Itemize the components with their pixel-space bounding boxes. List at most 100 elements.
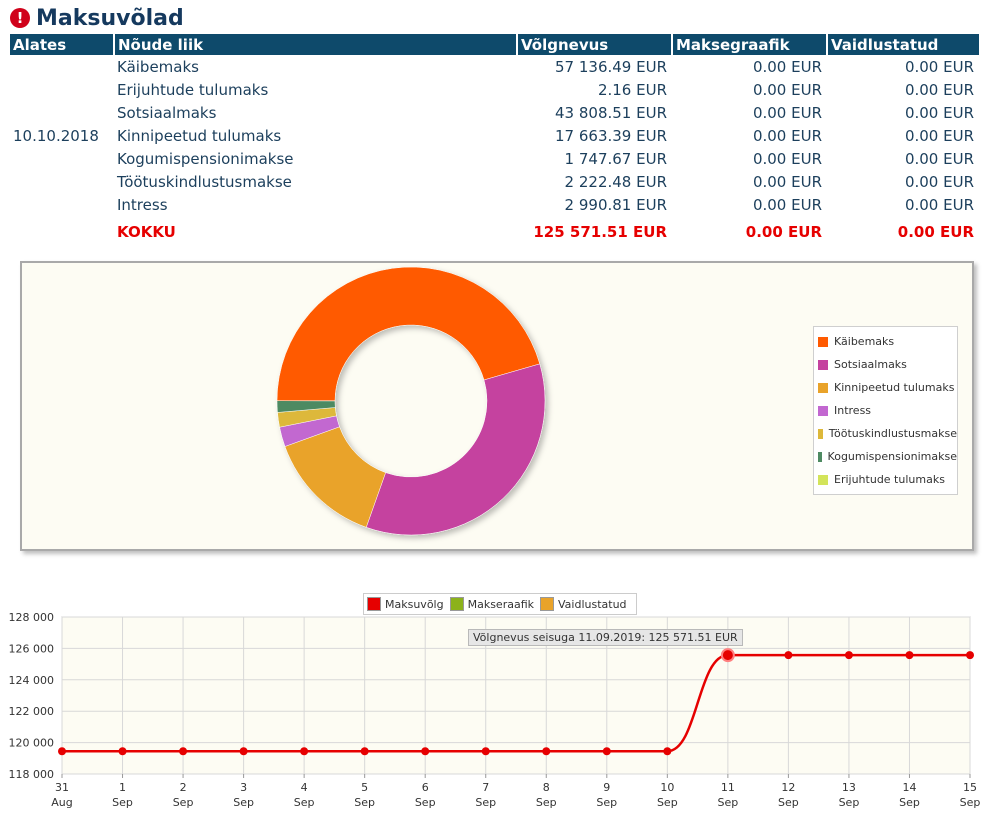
- x-tick-label: 5: [361, 781, 368, 794]
- data-point[interactable]: [542, 747, 551, 756]
- line-legend-item[interactable]: Vaidlustatud: [540, 597, 627, 611]
- x-tick-label: 31: [55, 781, 69, 794]
- schedule-value: 0.00 EUR: [752, 172, 822, 191]
- x-tick-month-label: Sep: [657, 796, 678, 809]
- line-legend-item[interactable]: Makseraafik: [449, 597, 534, 611]
- debt-value: 43 808.51 EUR: [555, 103, 667, 122]
- x-tick-label: 3: [240, 781, 247, 794]
- donut-slice[interactable]: [284, 426, 386, 528]
- line-chart-legend: Maksuvõlg Makseraafik Vaidlustatud: [363, 593, 637, 615]
- data-point[interactable]: [360, 747, 369, 756]
- y-tick-label: 124 000: [9, 674, 55, 687]
- y-tick-label: 118 000: [9, 768, 55, 781]
- legend-label: Kogumispensionimakse: [827, 450, 957, 463]
- donut-legend-item[interactable]: Kinnipeetud tulumaks: [814, 376, 957, 399]
- x-tick-label: 10: [660, 781, 674, 794]
- debt-value: 57 136.49 EUR: [555, 57, 667, 76]
- donut-slice[interactable]: [365, 363, 546, 536]
- x-tick-label: 13: [842, 781, 856, 794]
- x-tick-month-label: Aug: [51, 796, 72, 809]
- donut-legend-item[interactable]: Kogumispensionimakse: [814, 445, 957, 468]
- x-tick-month-label: Sep: [717, 796, 738, 809]
- x-tick-label: 14: [902, 781, 916, 794]
- x-tick-label: 8: [543, 781, 550, 794]
- donut-chart-panel: Käibemaks Sotsiaalmaks Kinnipeetud tulumak…: [20, 261, 974, 551]
- schedule-value: 0.00 EUR: [752, 57, 822, 76]
- header-payment-schedule: Maksegraafik: [672, 34, 828, 55]
- data-point[interactable]: [481, 747, 490, 756]
- schedule-value: 0.00 EUR: [752, 149, 822, 168]
- data-point[interactable]: [118, 747, 127, 756]
- donut-legend-item[interactable]: Töötuskindlustusmakse: [814, 422, 957, 445]
- debt-value: 2 222.48 EUR: [564, 172, 667, 191]
- disputed-value: 0.00 EUR: [904, 103, 974, 122]
- x-tick-month-label: Sep: [354, 796, 375, 809]
- legend-label: Makseraafik: [467, 597, 534, 611]
- debts-table: Alates Nõude liik Võlgnevus Maksegraafik…: [10, 34, 979, 248]
- table-row: Erijuhtude tulumaks 2.16 EUR 0.00 EUR 0.…: [10, 78, 979, 101]
- header-disputed: Vaidlustatud: [827, 34, 979, 55]
- x-tick-label: 4: [301, 781, 308, 794]
- x-tick-month-label: Sep: [596, 796, 617, 809]
- claim-type: Intress: [117, 195, 168, 214]
- y-tick-label: 120 000: [9, 737, 55, 750]
- data-point[interactable]: [663, 747, 672, 756]
- donut-legend-item[interactable]: Intress: [814, 399, 957, 422]
- legend-swatch: [367, 597, 381, 611]
- x-tick-month-label: Sep: [475, 796, 496, 809]
- legend-swatch: [818, 428, 823, 439]
- schedule-value: 0.00 EUR: [752, 126, 822, 145]
- x-tick-label: 11: [721, 781, 735, 794]
- legend-label: Maksuvõlg: [385, 597, 444, 611]
- x-tick-month-label: Sep: [960, 796, 981, 809]
- disputed-value: 0.00 EUR: [904, 195, 974, 214]
- total-debt: 125 571.51 EUR: [533, 223, 667, 241]
- legend-swatch: [540, 597, 554, 611]
- data-point[interactable]: [720, 648, 735, 663]
- data-point[interactable]: [421, 747, 430, 756]
- disputed-value: 0.00 EUR: [904, 172, 974, 191]
- line-chart-tooltip: Võlgnevus seisuga 11.09.2019: 125 571.51…: [468, 629, 743, 646]
- donut-legend-item[interactable]: Käibemaks: [814, 330, 957, 353]
- header-debt: Võlgnevus: [517, 34, 673, 55]
- data-point[interactable]: [58, 747, 66, 756]
- donut-slice[interactable]: [276, 266, 541, 402]
- x-tick-month-label: Sep: [233, 796, 254, 809]
- donut-legend-item[interactable]: Erijuhtude tulumaks: [814, 468, 957, 491]
- x-tick-month-label: Sep: [415, 796, 436, 809]
- data-point[interactable]: [966, 651, 974, 660]
- table-header-row: Alates Nõude liik Võlgnevus Maksegraafik…: [10, 34, 979, 55]
- data-point[interactable]: [239, 747, 248, 756]
- total-disputed: 0.00 EUR: [897, 223, 974, 241]
- data-point[interactable]: [784, 651, 793, 660]
- donut-legend-item[interactable]: Sotsiaalmaks: [814, 353, 957, 376]
- exclamation-icon: !: [10, 8, 30, 28]
- since-date: 10.10.2018: [13, 126, 99, 145]
- table-row: 10.10.2018 Käibemaks 57 136.49 EUR 0.00 …: [10, 55, 979, 145]
- page-title: Maksuvõlad: [36, 5, 184, 31]
- x-tick-month-label: Sep: [536, 796, 557, 809]
- table-row: Töötuskindlustusmakse 2 222.48 EUR 0.00 …: [10, 170, 979, 193]
- data-point[interactable]: [300, 747, 309, 756]
- legend-label: Kinnipeetud tulumaks: [834, 381, 955, 394]
- legend-label: Vaidlustatud: [558, 597, 627, 611]
- data-point[interactable]: [602, 747, 611, 756]
- table-row: Kinnipeetud tulumaks 17 663.39 EUR 0.00 …: [10, 124, 979, 147]
- table-row: Intress 2 990.81 EUR 0.00 EUR 0.00 EUR: [10, 193, 979, 216]
- claim-type: Töötuskindlustusmakse: [117, 172, 292, 191]
- x-tick-month-label: Sep: [899, 796, 920, 809]
- data-point[interactable]: [179, 747, 188, 756]
- debt-value: 1 747.67 EUR: [564, 149, 667, 168]
- series-line: [62, 653, 970, 753]
- disputed-value: 0.00 EUR: [904, 126, 974, 145]
- data-point[interactable]: [905, 651, 914, 660]
- table-row: Sotsiaalmaks 43 808.51 EUR 0.00 EUR 0.00…: [10, 101, 979, 124]
- line-legend-item[interactable]: Maksuvõlg: [367, 597, 444, 611]
- data-point[interactable]: [844, 651, 853, 660]
- donut-legend: Käibemaks Sotsiaalmaks Kinnipeetud tulumak…: [813, 326, 958, 495]
- claim-type: Käibemaks: [117, 57, 199, 76]
- x-tick-label: 6: [422, 781, 429, 794]
- x-tick-month-label: Sep: [173, 796, 194, 809]
- donut-chart: [276, 266, 546, 536]
- x-tick-label: 7: [482, 781, 489, 794]
